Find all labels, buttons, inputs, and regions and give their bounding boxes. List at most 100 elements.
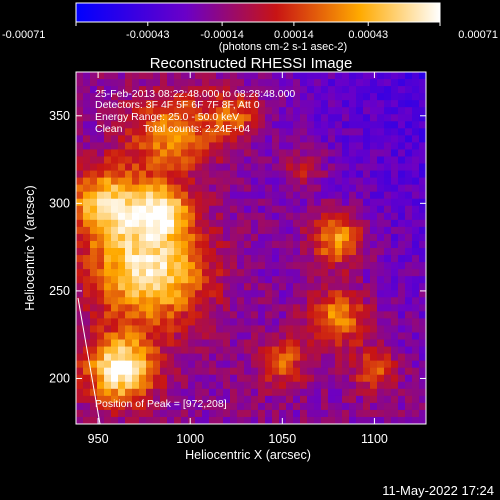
heatmap-cell xyxy=(328,262,336,270)
heatmap-cell xyxy=(230,360,238,369)
heatmap-cell xyxy=(202,142,210,150)
heatmap-cell xyxy=(139,388,147,397)
heatmap-cell xyxy=(419,72,426,80)
heatmap-cell xyxy=(279,262,287,270)
heatmap-cell xyxy=(76,191,84,200)
heatmap-cell xyxy=(244,360,252,369)
heatmap-cell xyxy=(412,177,420,186)
heatmap-cell xyxy=(335,142,343,150)
heatmap-cell xyxy=(104,416,112,424)
heatmap-cell xyxy=(300,416,308,424)
heatmap-cell xyxy=(328,290,336,298)
heatmap-cell xyxy=(328,226,336,235)
heatmap-cell xyxy=(265,290,273,298)
heatmap-cell xyxy=(181,72,189,80)
heatmap-cell xyxy=(230,184,238,193)
heatmap-cell xyxy=(195,311,203,319)
heatmap-cell xyxy=(265,304,273,312)
heatmap-cell xyxy=(76,114,84,122)
heatmap-cell xyxy=(405,367,413,376)
heatmap-cell xyxy=(258,170,266,178)
heatmap-cell xyxy=(132,177,140,186)
heatmap-cell xyxy=(111,233,119,242)
heatmap-cell xyxy=(153,332,161,340)
heatmap-cell xyxy=(286,311,294,319)
heatmap-cell xyxy=(230,262,238,270)
heatmap-cell xyxy=(83,128,91,136)
heatmap-cell xyxy=(167,318,175,326)
heatmap-cell xyxy=(307,409,315,418)
heatmap-cell xyxy=(328,205,336,214)
heatmap-cell xyxy=(118,416,126,424)
heatmap-cell xyxy=(370,262,378,270)
heatmap-cell xyxy=(377,416,385,424)
heatmap-cell xyxy=(146,318,154,326)
heatmap-cell xyxy=(139,135,147,143)
heatmap-cell xyxy=(349,128,357,136)
heatmap-cell xyxy=(307,233,315,242)
heatmap-cell xyxy=(335,177,343,186)
heatmap-cell xyxy=(125,409,133,418)
heatmap-cell xyxy=(83,276,91,284)
heatmap-cell xyxy=(419,198,426,207)
heatmap-cell xyxy=(167,255,175,263)
heatmap-cell xyxy=(195,318,203,326)
heatmap-cell xyxy=(139,409,147,418)
annotation-total-counts: Total counts: 2.24E+04 xyxy=(143,123,250,135)
heatmap-cell xyxy=(300,409,308,418)
heatmap-cell xyxy=(272,107,280,115)
heatmap-cell xyxy=(223,219,231,228)
heatmap-cell xyxy=(419,402,426,411)
heatmap-cell xyxy=(195,233,203,242)
heatmap-cell xyxy=(97,374,105,383)
heatmap-cell xyxy=(90,395,98,404)
heatmap-cell xyxy=(265,346,273,354)
heatmap-cell xyxy=(314,100,322,108)
heatmap-cell xyxy=(111,409,119,418)
heatmap-cell xyxy=(391,339,399,347)
heatmap-cell xyxy=(76,170,84,178)
heatmap-cell xyxy=(300,128,308,136)
heatmap-cell xyxy=(363,205,371,214)
heatmap-cell xyxy=(104,395,112,404)
heatmap-cell xyxy=(398,339,406,347)
heatmap-cell xyxy=(349,269,357,277)
heatmap-cell xyxy=(286,304,294,312)
heatmap-cell xyxy=(160,233,168,242)
heatmap-cell xyxy=(272,269,280,277)
heatmap-cell xyxy=(265,240,273,249)
heatmap-cell xyxy=(384,79,392,87)
heatmap-cell xyxy=(272,381,280,390)
heatmap-cell xyxy=(335,388,343,397)
heatmap-cell xyxy=(188,149,196,157)
heatmap-cell xyxy=(174,374,182,383)
heatmap-cell xyxy=(83,184,91,193)
heatmap-cell xyxy=(293,388,301,397)
heatmap-cell xyxy=(272,325,280,333)
colorbar-ticks: -0.00071 -0.00043 -0.00014 0.00014 0.00043 0.… xyxy=(2,22,498,41)
heatmap-cell xyxy=(398,304,406,312)
heatmap-cell xyxy=(216,205,224,214)
heatmap-cell xyxy=(153,72,161,80)
heatmap-cell xyxy=(300,276,308,284)
heatmap-cell xyxy=(286,381,294,390)
heatmap-cell xyxy=(230,142,238,150)
heatmap-cell xyxy=(335,149,343,157)
heatmap-cell xyxy=(419,332,426,340)
heatmap-cell xyxy=(167,283,175,291)
heatmap-cell xyxy=(377,233,385,242)
heatmap-cell xyxy=(90,142,98,150)
heatmap-cell xyxy=(412,304,420,312)
heatmap-cell xyxy=(104,332,112,340)
heatmap-cell xyxy=(370,149,378,157)
heatmap-cell xyxy=(216,79,224,87)
heatmap-cell xyxy=(90,184,98,193)
heatmap-cell xyxy=(146,135,154,143)
heatmap-cell xyxy=(321,304,329,312)
heatmap-cell xyxy=(111,107,119,115)
heatmap-cell xyxy=(321,170,329,178)
heatmap-cell xyxy=(118,339,126,347)
heatmap-cell xyxy=(244,402,252,411)
heatmap-cell xyxy=(356,332,364,340)
heatmap-cell xyxy=(188,381,196,390)
